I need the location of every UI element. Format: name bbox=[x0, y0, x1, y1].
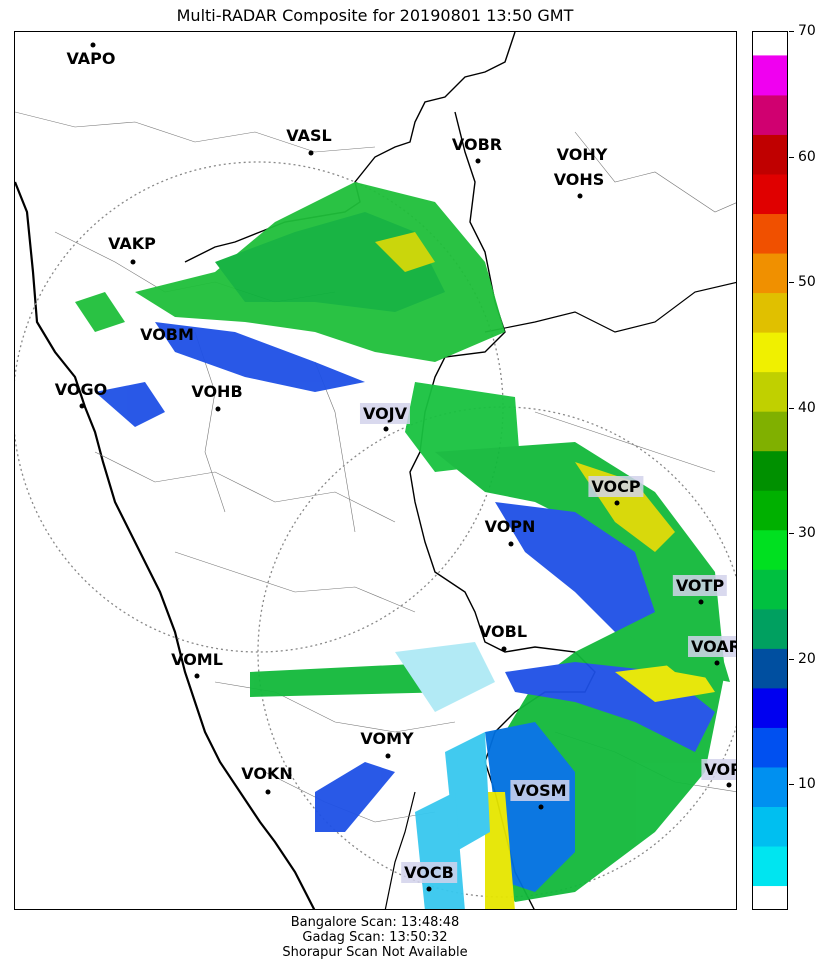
station-label-vobr[interactable]: VOBR bbox=[451, 135, 503, 154]
station-label-vasl[interactable]: VASL bbox=[286, 126, 332, 145]
colorbar-segment bbox=[753, 608, 787, 649]
station-label-vopn[interactable]: VOPN bbox=[484, 517, 536, 536]
station-label-vohb[interactable]: VOHB bbox=[191, 382, 243, 401]
colorbar-segment bbox=[753, 213, 787, 254]
colorbar-segment bbox=[753, 450, 787, 491]
station-dot-voml bbox=[194, 673, 200, 679]
colorbar-tick-label: 40 bbox=[798, 399, 816, 416]
station-label-vobm[interactable]: VOBM bbox=[140, 325, 194, 344]
coastline bbox=[15, 181, 316, 909]
station-label-vomy[interactable]: VOMY bbox=[360, 729, 414, 748]
state-boundary bbox=[484, 281, 736, 333]
colorbar-tick bbox=[789, 156, 794, 158]
station-dot-vopc bbox=[726, 782, 732, 788]
station-label-vocb[interactable]: VOCB bbox=[401, 862, 457, 883]
colorbar-tick bbox=[789, 31, 794, 32]
station-dot-vobl bbox=[501, 646, 507, 652]
colorbar-tick bbox=[789, 784, 794, 786]
station-dot-vokn bbox=[265, 789, 271, 795]
station-label-vakp[interactable]: VAKP bbox=[108, 234, 156, 253]
station-label-vogo[interactable]: VOGO bbox=[54, 380, 108, 399]
station-label-votp[interactable]: VOTP bbox=[672, 575, 728, 596]
colorbar-segment bbox=[753, 648, 787, 689]
colorbar-segment bbox=[753, 55, 787, 96]
radar-echoes bbox=[75, 182, 730, 909]
colorbar-segment bbox=[753, 766, 787, 807]
colorbar-tick-label: 10 bbox=[798, 776, 816, 793]
colorbar-segment bbox=[753, 727, 787, 768]
radar-map[interactable]: VAPO VASL VOBR VOHY VOHS VAKP VOBM VOGO … bbox=[14, 31, 737, 910]
colorbar-segment bbox=[753, 806, 787, 847]
scan-time-gadag: Gadag Scan: 13:50:32 bbox=[302, 930, 448, 945]
colorbar-tick-label: 30 bbox=[798, 525, 816, 542]
colorbar-tick bbox=[789, 282, 794, 284]
station-label-vokn[interactable]: VOKN bbox=[241, 764, 293, 783]
colorbar-tick bbox=[789, 407, 794, 409]
scan-times: Bangalore Scan: 13:48:48 Gadag Scan: 13:… bbox=[0, 915, 750, 960]
station-dot-vocp bbox=[614, 500, 620, 506]
colorbar-segment bbox=[753, 371, 787, 412]
station-label-vobl[interactable]: VOBL bbox=[478, 622, 528, 641]
scan-status-shorapur: Shorapur Scan Not Available bbox=[282, 945, 468, 960]
station-dot-vapo bbox=[90, 42, 96, 48]
colorbar-segment bbox=[753, 253, 787, 294]
station-label-vohy[interactable]: VOHY bbox=[556, 145, 608, 164]
colorbar-tick-label: 20 bbox=[798, 650, 816, 667]
scan-time-bangalore: Bangalore Scan: 13:48:48 bbox=[290, 915, 460, 930]
station-label-vohs[interactable]: VOHS bbox=[553, 170, 605, 189]
colorbar-segment bbox=[753, 529, 787, 570]
colorbar-tick bbox=[789, 533, 794, 535]
colorbar-segment bbox=[753, 134, 787, 175]
colorbar-tick bbox=[789, 658, 794, 660]
station-dot-vohb bbox=[215, 406, 221, 412]
station-dot-vosm bbox=[538, 804, 544, 810]
station-label-vapo[interactable]: VAPO bbox=[66, 49, 116, 68]
station-dot-voar bbox=[714, 660, 720, 666]
station-label-vosm[interactable]: VOSM bbox=[510, 780, 570, 801]
colorbar-segment bbox=[753, 687, 787, 728]
station-label-voml[interactable]: VOML bbox=[171, 650, 223, 669]
station-label-voar[interactable]: VOAR bbox=[688, 636, 736, 657]
station-label-vojv[interactable]: VOJV bbox=[359, 403, 411, 424]
colorbar-segment bbox=[753, 569, 787, 610]
station-dot-vopn bbox=[508, 541, 514, 547]
chart-title: Multi-RADAR Composite for 20190801 13:50… bbox=[176, 6, 574, 25]
state-boundary bbox=[184, 32, 516, 263]
colorbar-segment bbox=[753, 846, 787, 887]
colorbar-segment bbox=[753, 94, 787, 135]
colorbar-tick-label: 60 bbox=[798, 148, 816, 165]
colorbar-tick-label: 70 bbox=[798, 23, 816, 39]
radar-map-canvas bbox=[15, 32, 736, 909]
station-dot-vohs bbox=[577, 193, 583, 199]
state-boundary bbox=[384, 791, 416, 909]
colorbar-segment bbox=[753, 490, 787, 531]
colorbar-tick-label: 50 bbox=[798, 274, 816, 291]
station-dot-votp bbox=[698, 599, 704, 605]
station-dot-vakp bbox=[130, 259, 136, 265]
station-dot-vocb bbox=[426, 886, 432, 892]
colorbar-segment bbox=[753, 411, 787, 452]
station-dot-vobr bbox=[475, 158, 481, 164]
colorbar-segment bbox=[753, 292, 787, 333]
reflectivity-colorbar bbox=[752, 31, 788, 910]
station-label-vopc[interactable]: VOPC bbox=[701, 759, 736, 780]
station-label-vocp[interactable]: VOCP bbox=[588, 476, 644, 497]
station-dot-vojv bbox=[383, 426, 389, 432]
station-dot-vasl bbox=[308, 150, 314, 156]
colorbar-segment bbox=[753, 174, 787, 215]
station-dot-vomy bbox=[385, 753, 391, 759]
colorbar-segment bbox=[753, 332, 787, 373]
station-dot-vogo bbox=[79, 403, 85, 409]
